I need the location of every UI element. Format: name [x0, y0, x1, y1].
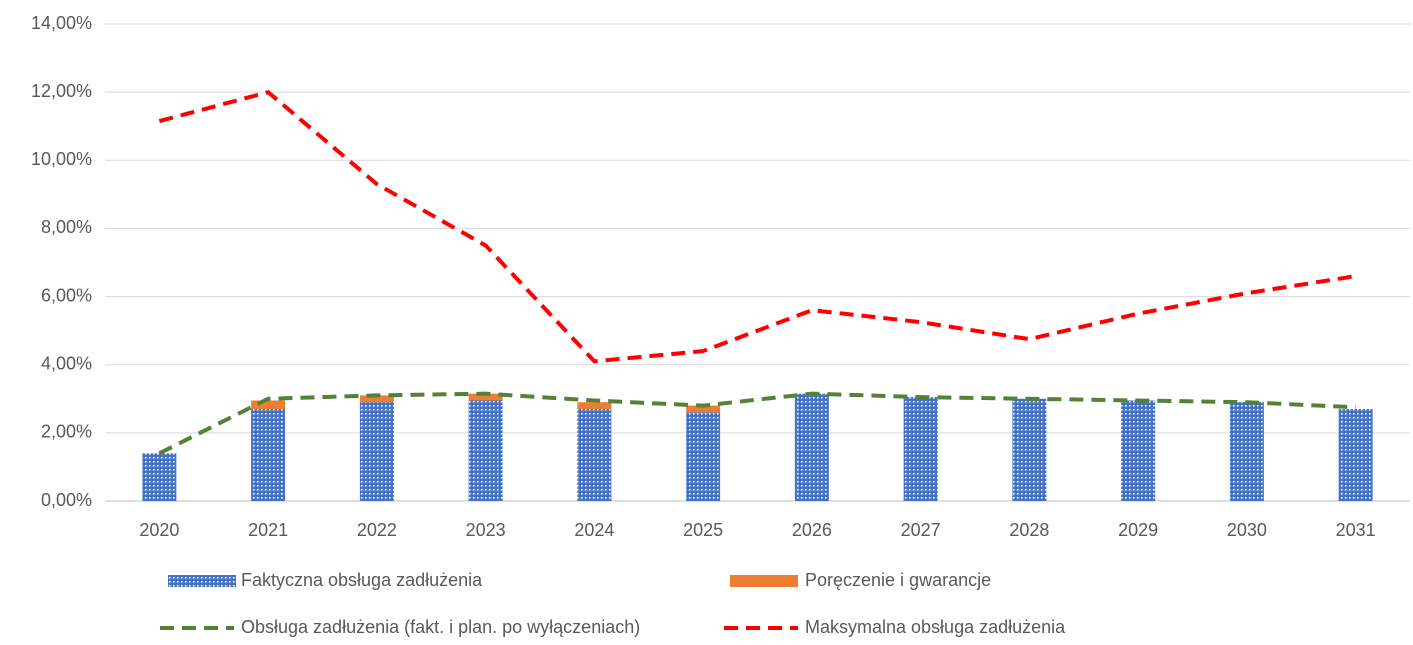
- bar: [903, 397, 938, 501]
- bar: [1121, 400, 1156, 501]
- legend-swatch: [168, 575, 236, 587]
- bar: [468, 393, 503, 401]
- legend-swatch: [730, 575, 798, 587]
- x-tick-label: 2023: [466, 520, 506, 540]
- x-tick-label: 2020: [139, 520, 179, 540]
- y-tick-label: 0,00%: [41, 490, 92, 510]
- bar: [359, 395, 394, 403]
- x-tick-label: 2030: [1227, 520, 1267, 540]
- bar: [468, 400, 503, 501]
- x-tick-label: 2029: [1118, 520, 1158, 540]
- legend-label: Poręczenie i gwarancje: [805, 570, 991, 590]
- bar: [251, 400, 286, 410]
- x-tick-label: 2027: [901, 520, 941, 540]
- bar: [1229, 402, 1264, 501]
- x-tick-label: 2025: [683, 520, 723, 540]
- bar: [686, 405, 721, 413]
- bar: [794, 393, 829, 501]
- bar: [1338, 409, 1373, 501]
- bar: [1012, 398, 1047, 501]
- line: [158, 391, 1356, 456]
- legend-label: Faktyczna obsługa zadłużenia: [241, 570, 483, 590]
- y-tick-label: 10,00%: [31, 149, 92, 169]
- x-tick-label: 2024: [574, 520, 614, 540]
- bar: [359, 402, 394, 501]
- x-tick-label: 2028: [1009, 520, 1049, 540]
- x-tick-label: 2031: [1336, 520, 1376, 540]
- y-tick-label: 14,00%: [31, 13, 92, 33]
- x-tick-label: 2022: [357, 520, 397, 540]
- y-tick-label: 8,00%: [41, 217, 92, 237]
- line: [158, 89, 1356, 364]
- bar: [577, 409, 612, 501]
- bar: [577, 402, 612, 410]
- y-tick-label: 6,00%: [41, 285, 92, 305]
- legend-label: Obsługa zadłużenia (fakt. i plan. po wył…: [241, 617, 640, 637]
- bar: [142, 453, 177, 501]
- bar: [686, 412, 721, 501]
- y-tick-label: 12,00%: [31, 81, 92, 101]
- y-tick-label: 4,00%: [41, 353, 92, 373]
- y-tick-label: 2,00%: [41, 422, 92, 442]
- x-tick-label: 2021: [248, 520, 288, 540]
- bar: [251, 409, 286, 501]
- x-tick-label: 2026: [792, 520, 832, 540]
- legend-label: Maksymalna obsługa zadłużenia: [805, 617, 1066, 637]
